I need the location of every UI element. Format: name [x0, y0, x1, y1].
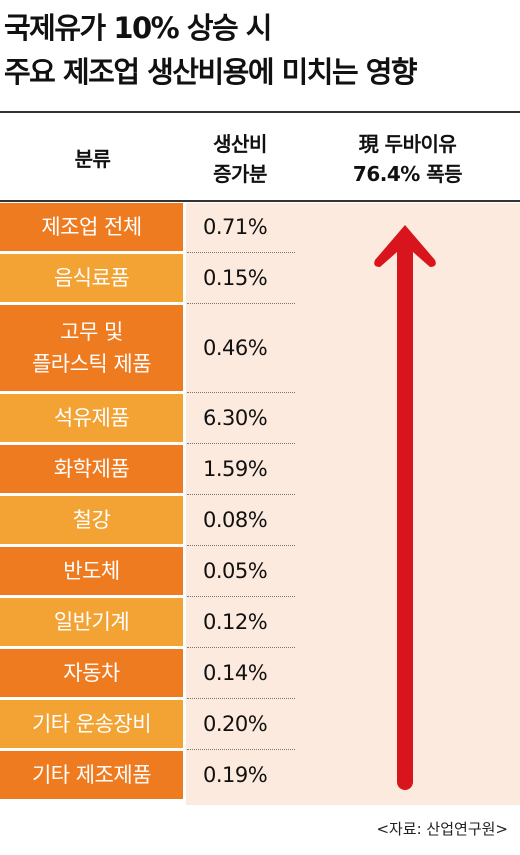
value-cell: 0.14% — [203, 661, 268, 685]
rise-arrow — [374, 225, 436, 790]
row-divider — [187, 252, 295, 253]
arrow-head — [374, 225, 436, 267]
category-cell: 기타 제조제품 — [0, 751, 183, 799]
value-cell: 0.08% — [203, 508, 268, 532]
row-divider — [187, 443, 295, 444]
row-divider — [187, 647, 295, 648]
category-cell: 고무 및 플라스틱 제품 — [0, 305, 183, 391]
header-oil: 現 두바이유 76.4% 폭등 — [352, 132, 463, 186]
category-cell: 제조업 전체 — [0, 203, 183, 251]
value-cell: 0.20% — [203, 712, 268, 736]
value-cell: 0.05% — [203, 559, 268, 583]
title: 국제유가 10% 상승 시 주요 제조업 생산비용에 미치는 영향 — [4, 11, 418, 89]
category-cell: 석유제품 — [0, 394, 183, 442]
row-divider — [187, 545, 295, 546]
value-cell: 0.15% — [203, 266, 268, 290]
category-cell: 반도체 — [0, 547, 183, 595]
category-cell: 자동차 — [0, 649, 183, 697]
row-divider — [187, 494, 295, 495]
value-cell: 0.46% — [203, 336, 268, 360]
header-category: 분류 — [74, 147, 111, 171]
category-cell: 기타 운송장비 — [0, 700, 183, 748]
header-rule — [0, 200, 520, 202]
category-cell: 음식료품 — [0, 254, 183, 302]
category-cell: 일반기계 — [0, 598, 183, 646]
value-cell: 0.19% — [203, 763, 268, 787]
value-cell: 6.30% — [203, 406, 268, 430]
row-divider — [187, 698, 295, 699]
row-divider — [187, 303, 295, 304]
row-divider — [187, 392, 295, 393]
header-cost: 생산비 증가분 — [213, 132, 267, 186]
value-cell: 0.71% — [203, 215, 268, 239]
source: <자료: 산업연구원> — [376, 820, 508, 838]
arrow-shaft — [397, 245, 413, 790]
category-cell: 철강 — [0, 496, 183, 544]
top-rule — [0, 111, 520, 113]
value-cell: 1.59% — [203, 457, 268, 481]
row-divider — [187, 596, 295, 597]
value-cell: 0.12% — [203, 610, 268, 634]
row-divider — [187, 749, 295, 750]
category-cell: 화학제품 — [0, 445, 183, 493]
